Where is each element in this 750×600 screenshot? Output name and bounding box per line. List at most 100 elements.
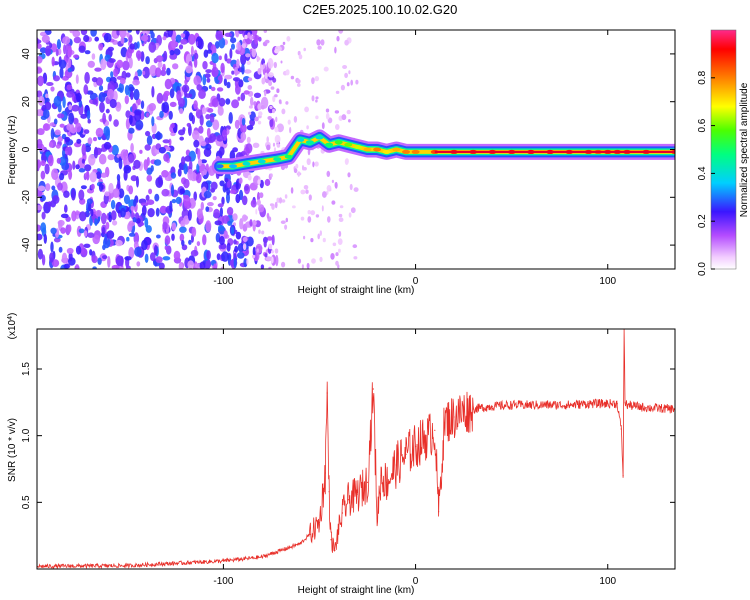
noise-cell	[269, 118, 274, 128]
noise-cell	[244, 34, 248, 40]
noise-cell	[235, 30, 239, 37]
noise-cell	[280, 220, 286, 224]
noise-cell	[80, 113, 88, 119]
noise-cell	[119, 30, 127, 39]
noise-cell	[267, 116, 273, 120]
noise-cell	[126, 32, 130, 38]
snr-point	[645, 407, 647, 409]
snr-line-group	[37, 329, 675, 569]
noise-cell	[311, 258, 316, 264]
noise-cell	[335, 124, 340, 130]
noise-cell	[78, 189, 85, 201]
noise-cell	[183, 215, 190, 225]
noise-cell	[108, 182, 114, 194]
noise-cell	[228, 112, 233, 124]
noise-cell	[37, 233, 43, 241]
noise-cell	[202, 234, 207, 246]
noise-cell	[264, 39, 270, 44]
noise-cell	[195, 173, 202, 184]
noise-cell	[103, 32, 112, 43]
noise-cell	[170, 41, 179, 47]
noise-cell	[56, 39, 62, 50]
noise-cell	[209, 133, 217, 142]
noise-cell	[350, 79, 354, 86]
snr-point	[443, 421, 445, 423]
noise-cell	[83, 84, 89, 95]
noise-cell	[247, 77, 253, 82]
noise-cell	[132, 217, 137, 223]
noise-cell	[238, 177, 243, 184]
noise-cell	[83, 230, 88, 237]
noise-cell	[272, 108, 275, 114]
noise-cell	[205, 206, 210, 212]
noise-cell	[243, 215, 249, 221]
noise-cell	[168, 110, 173, 120]
noise-cell	[321, 122, 325, 130]
noise-cell	[44, 101, 52, 111]
noise-cell	[219, 207, 223, 217]
noise-cell	[116, 30, 121, 36]
noise-cell	[153, 159, 162, 166]
noise-cell	[178, 129, 185, 136]
noise-cell	[50, 241, 54, 253]
noise-cell	[37, 75, 44, 87]
snr-point	[491, 405, 493, 407]
noise-cell	[183, 178, 190, 189]
noise-cell	[234, 119, 240, 129]
noise-cell	[334, 181, 338, 189]
noise-cell	[61, 252, 68, 264]
noise-cell	[125, 72, 131, 78]
noise-cell	[156, 92, 164, 104]
snr-point	[636, 405, 638, 407]
noise-cell	[297, 258, 302, 264]
noise-cell	[63, 190, 70, 198]
noise-cell	[258, 111, 263, 117]
noise-cell	[179, 226, 187, 233]
noise-cell	[259, 179, 264, 189]
signal-point	[382, 149, 391, 154]
noise-cell	[208, 85, 212, 90]
noise-cell	[209, 114, 215, 123]
noise-cell	[188, 160, 193, 171]
colorbar-label: Normalized spectral amplitude	[739, 82, 750, 217]
noise-cell	[348, 212, 352, 218]
signal-point	[305, 140, 314, 145]
noise-cell	[62, 36, 71, 45]
noise-cell	[67, 45, 72, 58]
noise-cell	[197, 38, 204, 50]
noise-cell	[183, 86, 188, 98]
noise-cell	[100, 58, 107, 70]
noise-cell	[214, 220, 222, 226]
noise-cell	[48, 141, 54, 148]
noise-cell	[68, 224, 72, 233]
noise-cell	[303, 235, 306, 240]
noise-cell	[117, 87, 123, 92]
noise-cell	[146, 135, 153, 146]
noise-cell	[257, 179, 261, 185]
noise-cell	[269, 203, 274, 207]
noise-cell	[64, 204, 68, 213]
snr-point	[434, 429, 436, 431]
noise-cell	[340, 84, 345, 91]
noise-cell	[140, 202, 149, 207]
noise-cell	[72, 127, 78, 133]
noise-cell	[252, 142, 260, 148]
noise-cell	[59, 156, 67, 166]
noise-cell	[135, 30, 140, 35]
noise-cell	[174, 82, 182, 88]
spectrogram-x-label: Height of straight line (km)	[298, 285, 415, 296]
noise-cell	[178, 263, 184, 269]
noise-cell	[130, 205, 135, 211]
noise-cell	[53, 118, 58, 125]
noise-cell	[153, 244, 158, 256]
noise-cell	[332, 242, 337, 247]
noise-cell	[300, 216, 305, 221]
noise-cell	[315, 96, 319, 100]
noise-cell	[275, 254, 279, 267]
noise-cell	[43, 109, 50, 119]
noise-cell	[193, 191, 197, 201]
colorbar-tick-label: 0.8	[697, 70, 708, 84]
snr-point	[372, 388, 374, 390]
noise-cell	[289, 126, 292, 134]
noise-cell	[73, 54, 79, 59]
